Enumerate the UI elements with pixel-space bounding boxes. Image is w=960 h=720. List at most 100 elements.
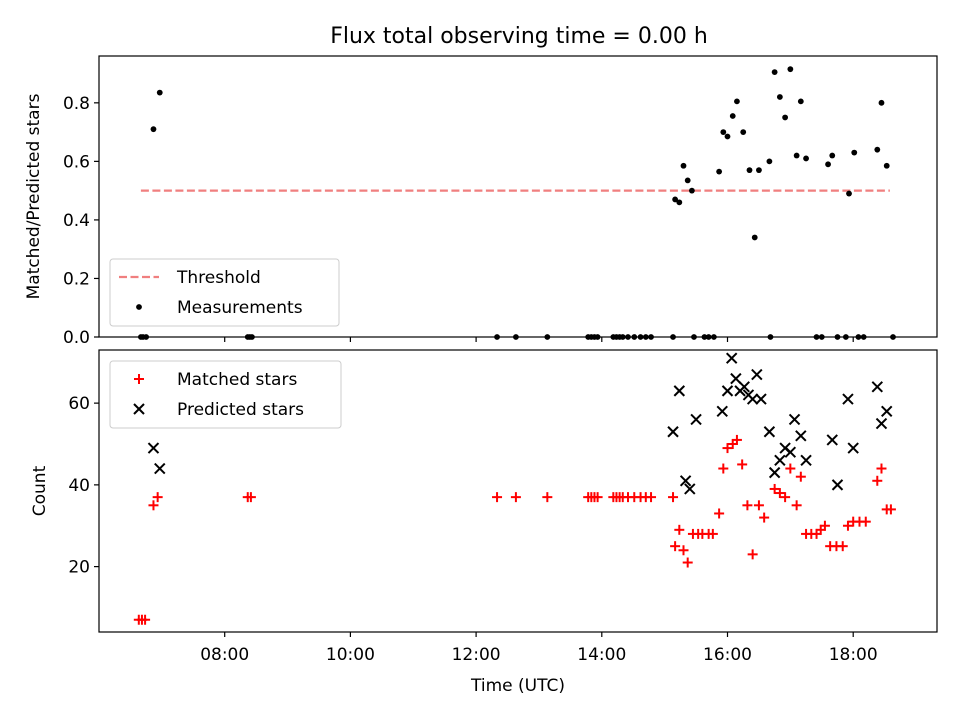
x-stroke-2 (842, 393, 854, 405)
matched-star-marker (148, 500, 159, 511)
x-tick-label: 12:00 (452, 645, 501, 665)
predicted-star-marker (800, 454, 812, 467)
matched-star-marker (842, 520, 853, 531)
x-stroke-2 (755, 393, 767, 405)
predicted-star-marker (847, 442, 859, 454)
y-tick-label: 0.2 (63, 269, 90, 289)
x-stroke-2 (679, 475, 692, 487)
matched-star-marker (769, 483, 780, 494)
measurement-point (766, 158, 773, 165)
plot-area (138, 66, 896, 340)
x-stroke-2 (133, 403, 145, 415)
matched-star-marker (722, 443, 733, 454)
matched-star-marker (140, 614, 151, 625)
x-stroke-2 (716, 405, 728, 418)
y-tick-label: 0.6 (63, 152, 90, 172)
y-tick-label: 20 (68, 558, 90, 578)
measurement-point (156, 89, 163, 96)
measurement-point (684, 177, 691, 184)
measurement-point (787, 66, 794, 73)
y-tick-label: 40 (68, 476, 90, 496)
legend-box (109, 360, 342, 429)
x-stroke-2 (788, 413, 801, 426)
measurement-point (846, 190, 852, 197)
matched-star-marker (837, 541, 848, 552)
x-stroke-2 (826, 434, 838, 446)
matched-star-marker (670, 541, 681, 552)
legend-label: Threshold (176, 268, 261, 288)
matched-star-marker (678, 545, 689, 556)
legend-box (109, 258, 340, 327)
matched-star-marker (780, 492, 791, 503)
x-tick-label: 14:00 (577, 645, 626, 665)
predicted-star-marker (667, 426, 679, 438)
predicted-star-marker (871, 381, 883, 393)
measurement-point (676, 199, 683, 206)
measurement-point (782, 114, 789, 121)
x-stroke-2 (875, 417, 888, 430)
predicted-star-marker (690, 413, 702, 426)
x-stroke-2 (147, 442, 160, 454)
matched-star-marker (707, 528, 718, 539)
predicted-star-marker (826, 434, 838, 446)
measurement-point (734, 98, 740, 105)
x-stroke-2 (667, 426, 679, 438)
x-stroke-2 (768, 466, 781, 479)
measurement-point (776, 94, 783, 100)
y-tick-label: 0.4 (63, 211, 90, 231)
predicted-star-marker (673, 385, 686, 397)
measurement-point (793, 152, 800, 159)
matched-star-marker (791, 500, 802, 511)
chart-title: Flux total observing time = 0.00 h (330, 24, 708, 49)
matched-star-marker (742, 500, 753, 511)
matched-star-marker (876, 463, 887, 474)
x-stroke-2 (774, 454, 786, 467)
measurement-point (672, 196, 679, 203)
y-axis-label: Count (30, 465, 50, 516)
predicted-star-marker (875, 417, 888, 430)
x-stroke-2 (795, 430, 807, 442)
matched-star-marker (737, 459, 748, 470)
measurement-point (751, 234, 758, 241)
matched-star-marker (759, 512, 770, 523)
matched-star-marker (510, 492, 521, 503)
measurement-point (878, 99, 885, 106)
axes-frame (98, 55, 938, 338)
legend-measurement-swatch (136, 304, 142, 310)
predicted-star-marker (788, 413, 801, 426)
x-stroke-2 (847, 442, 859, 454)
measurement-point (883, 162, 890, 169)
x-stroke-2 (721, 385, 734, 397)
predicted-star-marker (725, 352, 738, 364)
y-tick-label: 0.8 (63, 94, 90, 114)
x-stroke-2 (831, 479, 844, 491)
matched-star-marker (795, 471, 806, 482)
predicted-star-marker (147, 442, 160, 454)
x-tick-label: 08:00 (200, 645, 249, 665)
x-stroke-2 (881, 405, 893, 418)
matched-star-marker (718, 463, 729, 474)
matched-star-marker (152, 492, 163, 503)
x-stroke-2 (673, 385, 686, 397)
matched-star-marker (714, 508, 725, 519)
matched-star-marker (785, 463, 796, 474)
measurement-point (797, 98, 804, 105)
x-stroke-2 (690, 413, 702, 426)
x-stroke-2 (730, 372, 742, 385)
x-stroke-2 (784, 446, 797, 458)
y-axis-label: Matched/Predicted stars (24, 93, 44, 299)
legend-label: Matched stars (177, 370, 297, 390)
predicted-star-marker (679, 475, 692, 487)
predicted-star-marker (763, 426, 776, 438)
plot-area (133, 352, 896, 625)
x-axis-label: Time (UTC) (470, 676, 565, 696)
matched-star-marker (245, 492, 256, 503)
x-tick-label: 10:00 (326, 645, 375, 665)
matched-star-marker (592, 492, 603, 503)
matched-star-marker (731, 434, 742, 445)
matched-star-marker (860, 516, 871, 527)
measurement-point (874, 146, 881, 153)
matched-star-marker (542, 492, 553, 503)
matched-star-marker (668, 492, 679, 503)
